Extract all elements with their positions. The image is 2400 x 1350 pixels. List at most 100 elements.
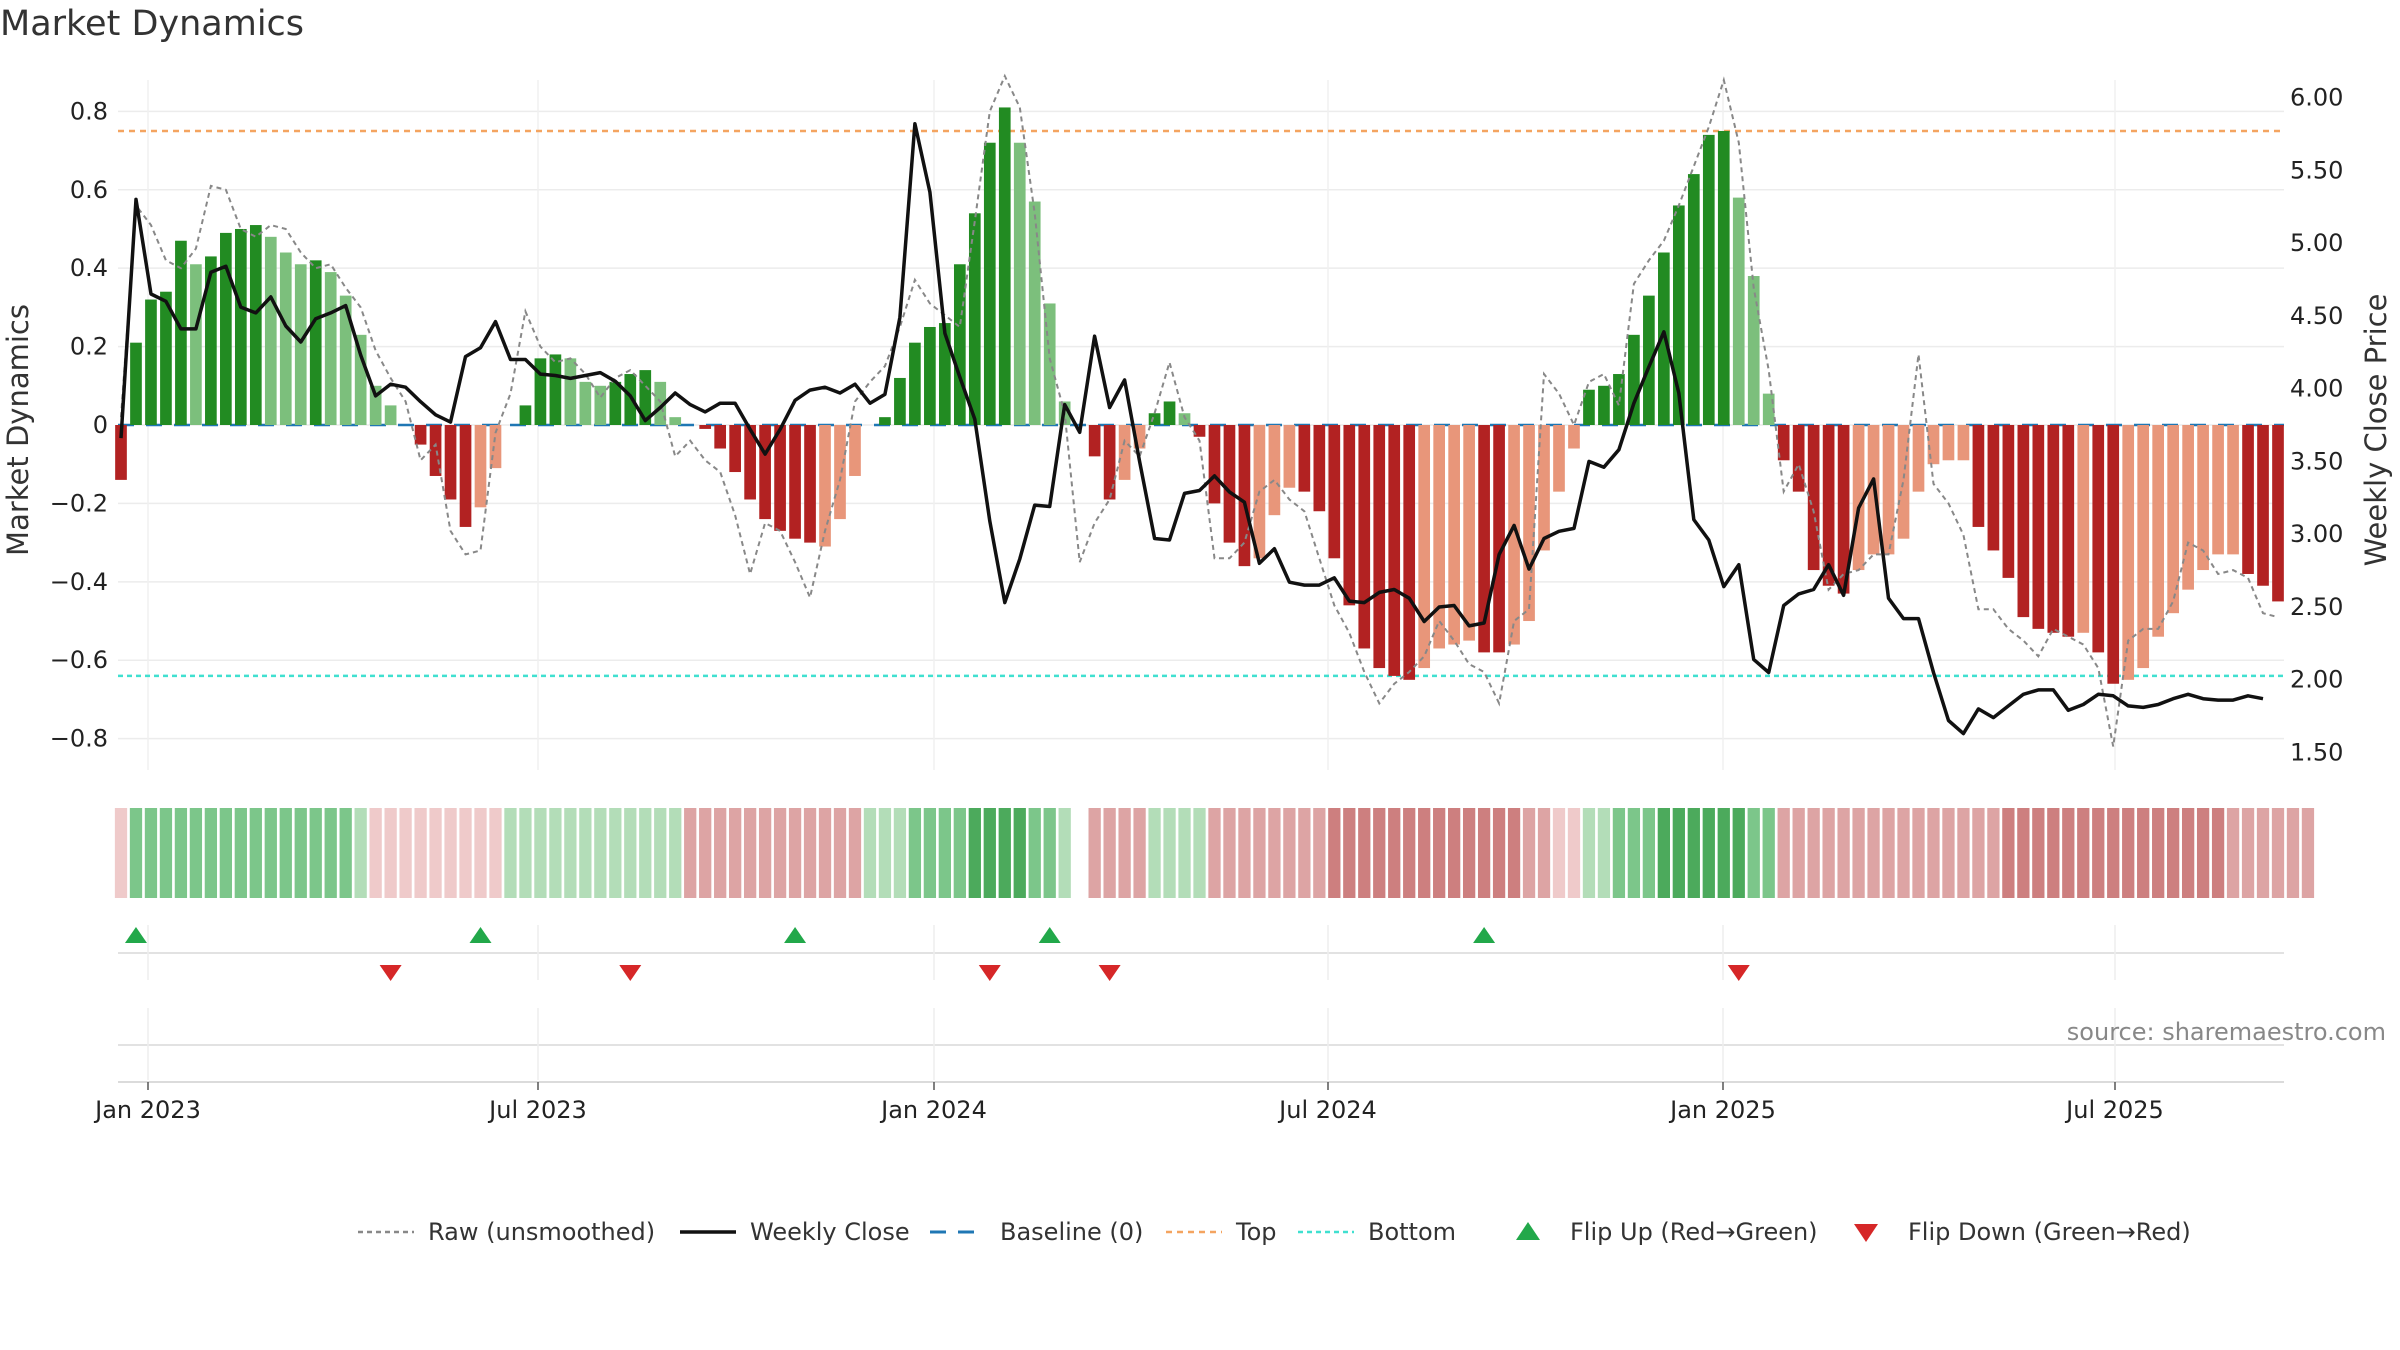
bar-31: [579, 381, 592, 425]
regime-cell-13: [309, 808, 322, 898]
bar-142: [2242, 425, 2254, 574]
regime-cell-65: [1088, 808, 1101, 898]
left-tick-label-6: −0.4: [50, 568, 108, 596]
flip-up-marker-2: [784, 927, 807, 943]
bar-128: [2032, 425, 2045, 629]
legend-item-1: Weekly Close: [680, 1218, 910, 1246]
regime-cell-56: [953, 808, 966, 898]
regime-cell-23: [459, 808, 472, 898]
bar-105: [1687, 174, 1700, 425]
bar-61: [1028, 201, 1041, 425]
bar-102: [1643, 295, 1655, 425]
regime-cell-103: [1657, 808, 1670, 898]
bar-123: [1957, 425, 1970, 461]
regime-cell-78: [1283, 808, 1296, 898]
legend-label-2: Baseline (0): [1000, 1218, 1143, 1246]
regime-cell-45: [788, 808, 802, 898]
regime-cell-95: [1537, 808, 1551, 898]
bar-36: [654, 381, 667, 425]
bar-68: [1133, 425, 1146, 449]
regime-cell-130: [2062, 808, 2075, 898]
regime-cell-101: [1627, 808, 1641, 898]
bar-34: [624, 374, 637, 425]
regime-cell-74: [1223, 808, 1236, 898]
bar-140: [2212, 425, 2224, 555]
regime-cell-90: [1462, 808, 1476, 898]
regime-cell-7: [219, 808, 232, 898]
regime-cell-31: [579, 808, 592, 898]
regime-cell-135: [2137, 808, 2150, 898]
flip-down-marker-0: [379, 965, 402, 981]
regime-cell-41: [729, 808, 742, 898]
regime-cell-97: [1567, 808, 1581, 898]
bar-86: [1403, 425, 1416, 680]
x-tick-label-2: Jan 2024: [879, 1096, 987, 1124]
bar-87: [1418, 425, 1431, 669]
bar-72: [1193, 425, 1206, 437]
regime-cell-126: [2002, 808, 2015, 898]
regime-cell-52: [893, 808, 907, 898]
regime-cell-142: [2241, 808, 2255, 898]
x-axis: Jan 2023 Jul 2023 Jan 2024 Jul 2024 Jan 2025…: [93, 1082, 2164, 1124]
right-tick-label-8: 2.00: [2290, 666, 2343, 694]
legend-swatch-flip-up: [1516, 1222, 1540, 1240]
regime-cell-114: [1822, 808, 1835, 898]
regime-cell-60: [1013, 808, 1026, 898]
regime-cell-99: [1597, 808, 1611, 898]
bar-91: [1478, 425, 1490, 653]
right-tick-label-6: 3.00: [2290, 520, 2343, 548]
weekly-close-line: [119, 121, 2264, 736]
regime-cell-87: [1418, 808, 1431, 898]
regime-cell-119: [1897, 808, 1910, 898]
bar-28: [534, 358, 547, 425]
right-tick-label-3: 4.50: [2290, 302, 2343, 330]
bar-138: [2182, 425, 2194, 590]
regime-cell-92: [1492, 808, 1506, 898]
regime-cell-84: [1373, 808, 1386, 898]
legend-item-2: Baseline (0): [930, 1218, 1143, 1246]
regime-cell-2: [144, 808, 158, 898]
regime-cell-62: [1043, 808, 1056, 898]
legend-label-5: Flip Up (Red→Green): [1570, 1218, 1818, 1246]
bars-layer: [115, 107, 2284, 684]
bar-7: [220, 232, 232, 425]
bar-1: [130, 342, 142, 425]
regime-cell-9: [249, 808, 262, 898]
flip-up-marker-0: [124, 927, 147, 943]
bar-14: [324, 272, 337, 425]
regime-cell-117: [1867, 808, 1880, 898]
x-tick-label-5: Jul 2025: [2064, 1096, 2164, 1124]
regime-cell-30: [564, 808, 577, 898]
regime-cell-48: [833, 808, 847, 898]
regime-cell-122: [1942, 808, 1955, 898]
regime-cell-24: [474, 808, 487, 898]
left-tick-label-8: −0.8: [50, 725, 108, 753]
regime-cell-127: [2017, 808, 2030, 898]
bar-111: [1777, 425, 1790, 461]
regime-cell-98: [1582, 808, 1596, 898]
bar-51: [879, 417, 891, 425]
bar-131: [2077, 425, 2090, 633]
regime-cell-27: [519, 808, 532, 898]
regime-cell-12: [294, 808, 307, 898]
bar-58: [983, 142, 996, 425]
left-tick-label-0: 0.8: [70, 97, 108, 125]
bar-136: [2152, 425, 2165, 637]
regime-cell-91: [1477, 808, 1491, 898]
left-tick-label-1: 0.6: [70, 176, 108, 204]
regime-cell-54: [923, 808, 937, 898]
bar-11: [279, 252, 292, 425]
bar-8: [234, 228, 247, 425]
bar-119: [1897, 425, 1910, 539]
regime-cell-16: [354, 808, 367, 898]
regime-cell-17: [369, 808, 382, 898]
bar-96: [1553, 425, 1565, 492]
bar-89: [1448, 425, 1460, 645]
regime-cell-111: [1777, 808, 1790, 898]
legend-item-5: Flip Up (Red→Green): [1516, 1218, 1818, 1246]
regime-cell-51: [878, 808, 892, 898]
regime-cell-139: [2196, 808, 2210, 898]
bar-66: [1103, 425, 1116, 500]
regime-cell-138: [2181, 808, 2195, 898]
regime-cell-35: [639, 808, 652, 898]
